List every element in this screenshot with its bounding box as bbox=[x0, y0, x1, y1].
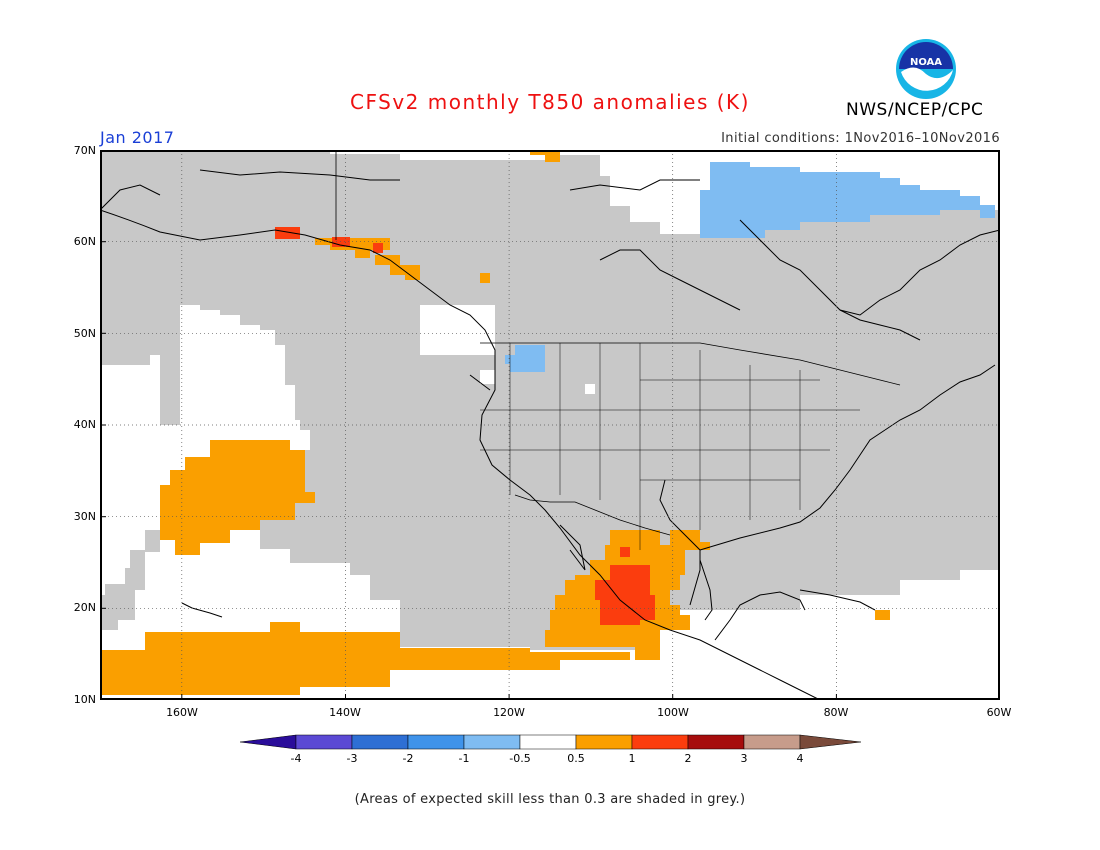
colorbar-arrow-low bbox=[240, 734, 297, 750]
coastline-outlines bbox=[100, 169, 1000, 700]
negative-anomaly-area bbox=[700, 162, 995, 238]
white-gap bbox=[420, 305, 495, 355]
strong-positive-anomaly-area bbox=[275, 227, 300, 239]
lat-label-70n: 70N bbox=[73, 144, 96, 157]
colorbar-bin bbox=[743, 734, 801, 750]
positive-anomaly-area bbox=[100, 622, 630, 695]
lon-label-100w: 100W bbox=[657, 706, 689, 719]
colorbar-label: -0.5 bbox=[509, 752, 531, 765]
colorbar-bin bbox=[351, 734, 409, 750]
lat-label-10n: 10N bbox=[73, 693, 96, 706]
state-boundaries bbox=[480, 343, 860, 550]
white-gap bbox=[480, 370, 495, 384]
colorbar bbox=[240, 734, 862, 750]
colorbar-bin bbox=[687, 734, 745, 750]
axis-ticks bbox=[100, 241, 837, 700]
colorbar-bin bbox=[295, 734, 353, 750]
lon-label-60w: 60W bbox=[986, 706, 1012, 719]
colorbar-label: 3 bbox=[740, 752, 748, 765]
colorbar-label: 1 bbox=[628, 752, 636, 765]
svg-text:NOAA: NOAA bbox=[910, 57, 942, 68]
noaa-logo-icon: NOAA bbox=[896, 39, 956, 99]
forecast-period: Jan 2017 bbox=[100, 128, 175, 147]
colorbar-label: -4 bbox=[290, 752, 302, 765]
lat-label-20n: 20N bbox=[73, 601, 96, 614]
lon-label-80w: 80W bbox=[823, 706, 849, 719]
low-skill-grey-region bbox=[100, 150, 1000, 650]
positive-anomaly-area bbox=[480, 273, 490, 283]
colorbar-label: 0.5 bbox=[567, 752, 585, 765]
lon-label-120w: 120W bbox=[493, 706, 525, 719]
positive-anomaly-area bbox=[530, 150, 560, 162]
colorbar-label: 2 bbox=[684, 752, 692, 765]
anomaly-map bbox=[100, 150, 1000, 700]
positive-anomaly-area bbox=[160, 440, 315, 555]
colorbar-label: -3 bbox=[346, 752, 358, 765]
negative-anomaly-area bbox=[505, 345, 545, 372]
strong-positive-anomaly-area bbox=[620, 547, 630, 557]
colorbar-bin bbox=[631, 734, 689, 750]
lat-label-50n: 50N bbox=[73, 327, 96, 340]
map-title: CFSv2 monthly T850 anomalies (K) bbox=[350, 90, 750, 114]
colorbar-bin bbox=[463, 734, 521, 750]
lat-label-30n: 30N bbox=[73, 510, 96, 523]
lat-label-60n: 60N bbox=[73, 235, 96, 248]
colorbar-label: -2 bbox=[402, 752, 414, 765]
white-gap bbox=[585, 384, 595, 394]
lon-label-140w: 140W bbox=[329, 706, 361, 719]
colorbar-label: -1 bbox=[458, 752, 470, 765]
country-boundaries bbox=[335, 150, 901, 536]
strong-positive-anomaly-area bbox=[595, 565, 655, 625]
colorbar-label: 4 bbox=[796, 752, 804, 765]
lon-label-160w: 160W bbox=[166, 706, 198, 719]
lat-label-40n: 40N bbox=[73, 418, 96, 431]
positive-anomaly-area bbox=[875, 610, 890, 620]
initial-conditions: Initial conditions: 1Nov2016–10Nov2016 bbox=[721, 131, 1000, 146]
colorbar-bin bbox=[519, 734, 577, 750]
organization-label: NWS/NCEP/CPC bbox=[846, 100, 984, 120]
skill-footnote: (Areas of expected skill less than 0.3 a… bbox=[354, 792, 746, 807]
colorbar-arrow-high bbox=[799, 734, 862, 750]
colorbar-bin bbox=[407, 734, 465, 750]
colorbar-bin bbox=[575, 734, 633, 750]
strong-positive-anomaly-area bbox=[373, 243, 383, 253]
